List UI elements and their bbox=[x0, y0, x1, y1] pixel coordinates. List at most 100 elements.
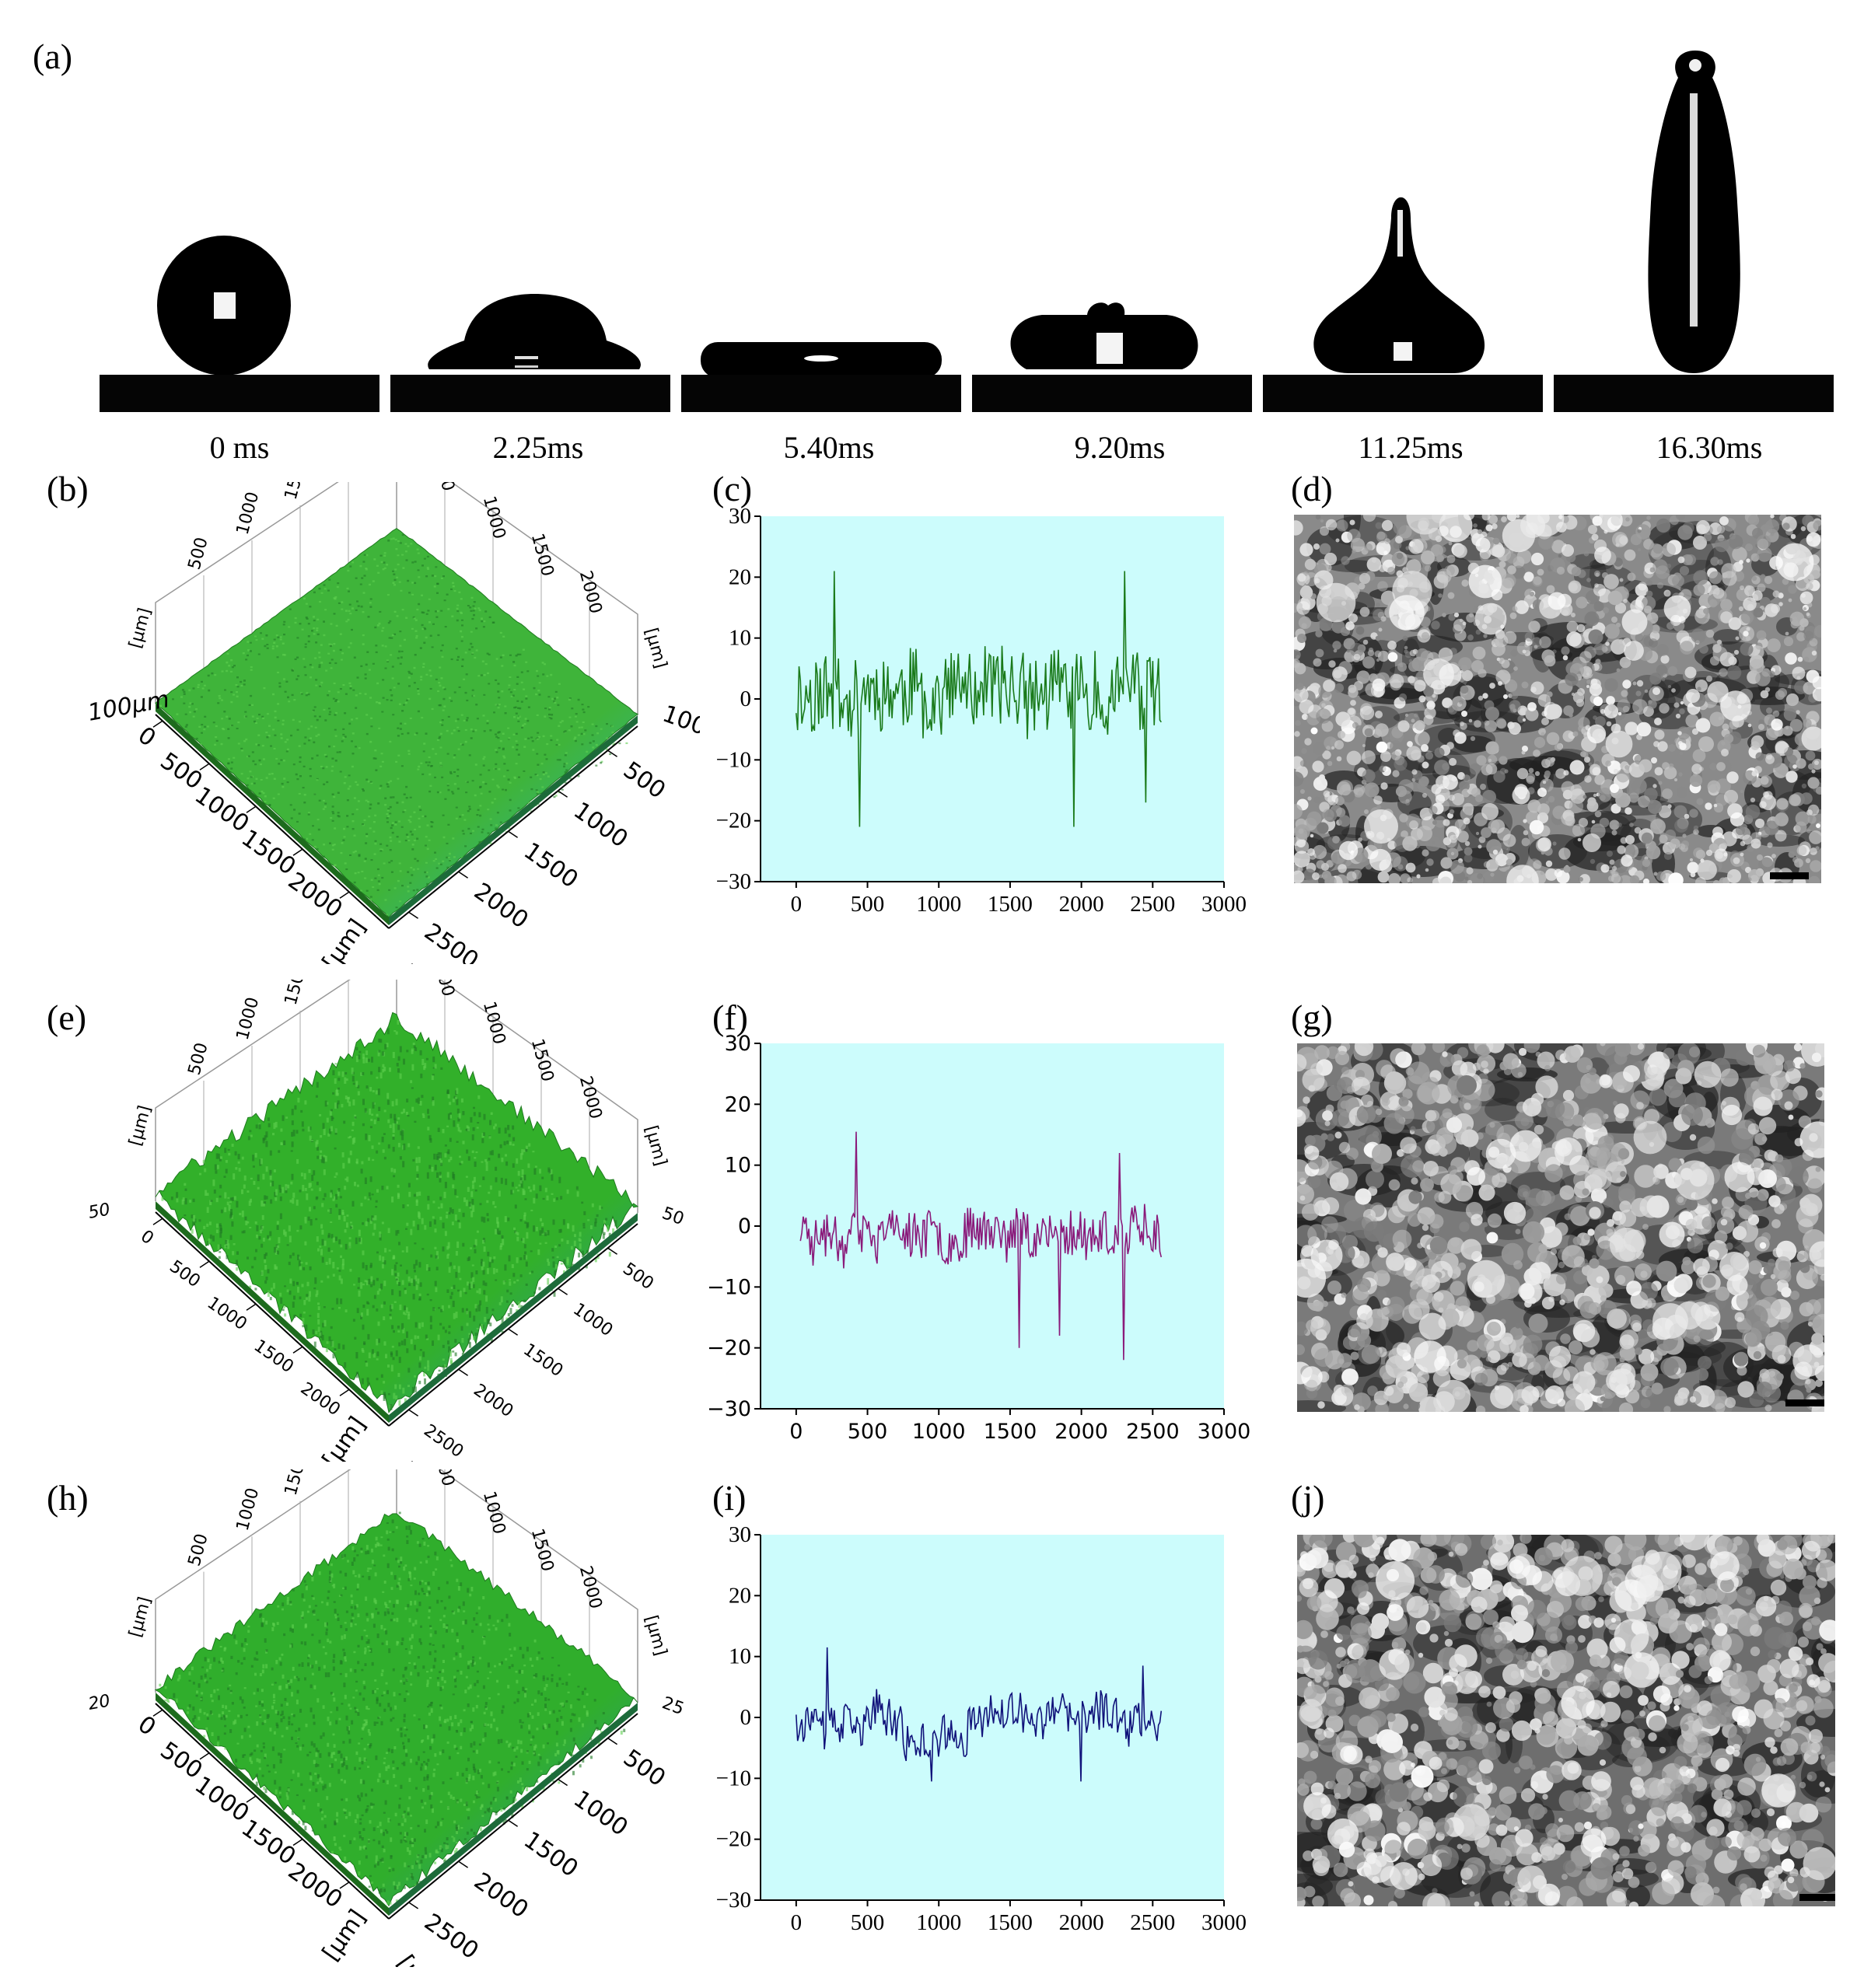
front-right-axis bbox=[388, 1713, 638, 1920]
time-label-9-20ms: 9.20ms bbox=[1074, 430, 1166, 465]
unit-label-back-right: [μm] bbox=[641, 626, 670, 670]
back-left-tick-label: 1000 bbox=[233, 995, 264, 1043]
time-label-5-40ms: 5.40ms bbox=[783, 430, 875, 465]
scale-bar-j bbox=[1799, 1894, 1835, 1901]
droplet-frame-2-25ms bbox=[390, 47, 670, 412]
y-tick-label: −30 bbox=[716, 1888, 751, 1913]
unit-label-front-right: [μm] bbox=[391, 1951, 446, 1967]
surface-grid-lines bbox=[155, 1437, 638, 1703]
y-tick-label: −30 bbox=[716, 869, 751, 894]
sem-texture-g bbox=[1297, 1043, 1824, 1412]
unit-label-back-left: [μm] bbox=[126, 1103, 156, 1148]
right-axis-tick-label: 1500 bbox=[519, 1826, 583, 1882]
x-tick-label: 1500 bbox=[988, 1910, 1033, 1935]
z-label-left: 50 bbox=[87, 1200, 112, 1222]
surface-texture bbox=[159, 533, 628, 916]
right-axis-tick-label: 2000 bbox=[469, 1867, 533, 1923]
unit-label-front-right: [μm] bbox=[391, 960, 446, 964]
substrate-9-20ms bbox=[972, 375, 1252, 412]
surface-texture bbox=[161, 1019, 624, 1410]
back-right-tick-label: 1500 bbox=[527, 1036, 558, 1084]
unit-label-back-left: [μm] bbox=[126, 1595, 156, 1639]
droplet-shape-16-30ms bbox=[1648, 51, 1740, 373]
y-tick-label: 0 bbox=[740, 687, 752, 711]
y-tick-label: 10 bbox=[725, 1154, 751, 1178]
left-axis-tick-label: 0 bbox=[137, 1227, 157, 1249]
surface-plot-e: 0 500 1000 1500 2000 500 1000 1500 2000 2500 500 10… bbox=[78, 925, 700, 1518]
droplet-shape-5-40ms bbox=[701, 342, 942, 378]
x-tick-label: 3000 bbox=[1201, 892, 1247, 917]
y-tick-label: −10 bbox=[707, 1275, 751, 1299]
unit-label-front-left: [μm] bbox=[317, 914, 372, 964]
front-left-axis bbox=[155, 1211, 390, 1427]
y-tick-label: 10 bbox=[729, 626, 751, 651]
left-axis-tick-label: 2000 bbox=[297, 1379, 344, 1420]
x-tick-label: 0 bbox=[791, 892, 803, 917]
time-label-2-25ms: 2.25ms bbox=[492, 430, 584, 465]
droplet-frame-16-30ms bbox=[1554, 47, 1834, 412]
unit-label-front-right: [μm] bbox=[391, 1458, 446, 1462]
substrate-11-25ms bbox=[1263, 375, 1543, 412]
x-tick-label: 3000 bbox=[1198, 1420, 1251, 1444]
x-tick-label: 2500 bbox=[1130, 892, 1175, 917]
x-tick-label: 500 bbox=[851, 892, 885, 917]
back-right-tick-label: 500 bbox=[431, 482, 458, 494]
substrate-0ms bbox=[100, 375, 379, 412]
y-tick-label: 30 bbox=[725, 1032, 751, 1056]
surface-grid-lines bbox=[155, 947, 638, 1213]
profile-chart-c: 30 20 10 0 −10 −20 −30 0 500 1000 1500 2000 2500 3000 bbox=[700, 498, 1306, 933]
right-axis-tick-label: 1000 bbox=[568, 1785, 633, 1841]
droplet-shape-2-25ms bbox=[428, 294, 641, 369]
right-axis-tick-label: 2500 bbox=[419, 918, 484, 964]
x-tick-label: 3000 bbox=[1201, 1910, 1247, 1935]
x-tick-label: 1000 bbox=[912, 1420, 966, 1444]
back-left-tick-label: 1500 bbox=[282, 980, 312, 1008]
y-tick-label: −20 bbox=[716, 809, 751, 833]
x-tick-label: 500 bbox=[851, 1910, 885, 1935]
profile-line bbox=[796, 571, 1162, 827]
back-right-tick-label: 1500 bbox=[527, 1526, 558, 1574]
sem-image-d bbox=[1294, 515, 1821, 883]
surface-plot-e-svg: 0500100015002000500100015002000250050010… bbox=[87, 925, 687, 1518]
right-axis-tick-label: 2000 bbox=[470, 1381, 516, 1422]
z-label-right: 50 bbox=[659, 1204, 687, 1229]
y-tick-label: 30 bbox=[729, 504, 751, 529]
z-label-left: 20 bbox=[87, 1691, 112, 1714]
right-axis-tick-label: 2500 bbox=[420, 1421, 467, 1462]
left-axis-tick-label: 1000 bbox=[204, 1294, 250, 1335]
right-axis-tick-label: 2500 bbox=[419, 1909, 484, 1965]
y-tick-label: 20 bbox=[729, 1583, 751, 1608]
time-label-11-25ms: 11.25ms bbox=[1358, 430, 1464, 465]
profile-chart-f-svg: 30 20 10 0 −10 −20 −30 0 500 1000 1500 2000 2500 3000 bbox=[707, 1032, 1251, 1444]
panel-label-f: (f) bbox=[712, 997, 748, 1037]
y-tick-label: 10 bbox=[729, 1644, 751, 1669]
back-left-tick-label: 500 bbox=[185, 1532, 212, 1568]
droplet-frame-0ms bbox=[100, 47, 379, 412]
right-axis-tick-label: 1500 bbox=[519, 837, 583, 893]
sem-particles bbox=[1294, 515, 1821, 883]
substrate-5-40ms bbox=[681, 375, 961, 412]
profile-line bbox=[796, 1647, 1163, 1782]
front-right-axis bbox=[388, 725, 638, 929]
front-left-axis bbox=[155, 1703, 390, 1920]
y-tick-label: 30 bbox=[729, 1522, 751, 1547]
y-tick-label: −20 bbox=[716, 1827, 751, 1852]
surface-grid-lines bbox=[155, 442, 638, 715]
z-label-right: 25 bbox=[659, 1693, 687, 1719]
right-axis-tick-label: 2000 bbox=[469, 878, 533, 934]
sem-texture-j bbox=[1297, 1535, 1835, 1906]
right-axis-tick-label: 500 bbox=[619, 1260, 657, 1294]
y-tick-label: 0 bbox=[740, 1705, 752, 1730]
left-axis-tick-label: 0 bbox=[133, 721, 161, 753]
droplet-frame-9-20ms bbox=[972, 47, 1252, 412]
droplet-shape-0ms bbox=[157, 236, 291, 376]
substrate-2-25ms bbox=[390, 375, 670, 412]
z-label-right: 100μm bbox=[659, 701, 700, 754]
sem-image-j bbox=[1297, 1535, 1835, 1906]
left-axis-tick-label: 1500 bbox=[250, 1336, 297, 1378]
sem-particles bbox=[1297, 1043, 1824, 1412]
back-right-tick-label: 1000 bbox=[479, 999, 509, 1046]
y-tick-label: 20 bbox=[729, 564, 751, 589]
surface-mesh bbox=[155, 528, 638, 918]
back-left-tick-label: 1500 bbox=[282, 482, 312, 502]
